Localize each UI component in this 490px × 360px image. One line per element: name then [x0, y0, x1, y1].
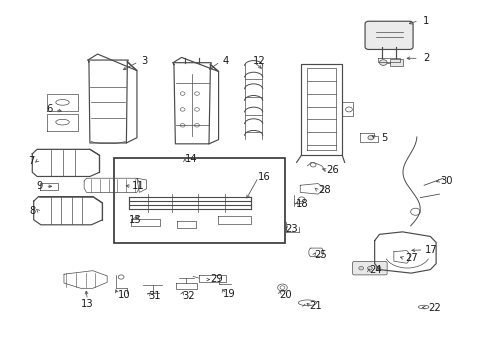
Text: 28: 28 [318, 185, 331, 195]
Text: 32: 32 [182, 291, 195, 301]
Text: 11: 11 [132, 181, 145, 192]
Text: 18: 18 [296, 199, 309, 209]
Text: 16: 16 [258, 172, 270, 182]
FancyBboxPatch shape [353, 261, 387, 275]
Text: 5: 5 [381, 133, 388, 143]
Text: 31: 31 [148, 291, 161, 301]
Text: 25: 25 [315, 250, 327, 260]
Circle shape [359, 266, 364, 270]
Text: 7: 7 [28, 156, 35, 166]
Text: 8: 8 [29, 206, 36, 216]
Text: 10: 10 [118, 290, 130, 300]
Text: 17: 17 [425, 245, 438, 255]
Text: 13: 13 [81, 299, 94, 309]
Text: 1: 1 [423, 15, 430, 26]
Text: 29: 29 [210, 274, 222, 284]
Text: 30: 30 [441, 176, 453, 186]
Circle shape [379, 60, 387, 66]
Text: 4: 4 [222, 56, 229, 66]
Bar [390, 59, 403, 66]
Text: 3: 3 [141, 56, 147, 66]
Text: 12: 12 [253, 56, 266, 66]
Text: 23: 23 [286, 224, 298, 234]
Text: 15: 15 [129, 215, 142, 225]
Circle shape [368, 266, 372, 270]
FancyBboxPatch shape [365, 21, 413, 49]
Text: 21: 21 [310, 301, 322, 311]
Text: 14: 14 [185, 154, 197, 164]
Text: 22: 22 [428, 303, 441, 313]
Circle shape [368, 136, 374, 140]
Bar [114, 158, 285, 243]
Text: 6: 6 [46, 104, 52, 114]
Text: 20: 20 [279, 290, 292, 300]
Text: 27: 27 [406, 253, 418, 263]
Text: 2: 2 [423, 53, 430, 63]
Text: 9: 9 [36, 181, 43, 192]
Text: 24: 24 [369, 265, 382, 275]
Circle shape [376, 266, 381, 270]
Text: 19: 19 [223, 289, 236, 298]
Text: 26: 26 [326, 165, 339, 175]
